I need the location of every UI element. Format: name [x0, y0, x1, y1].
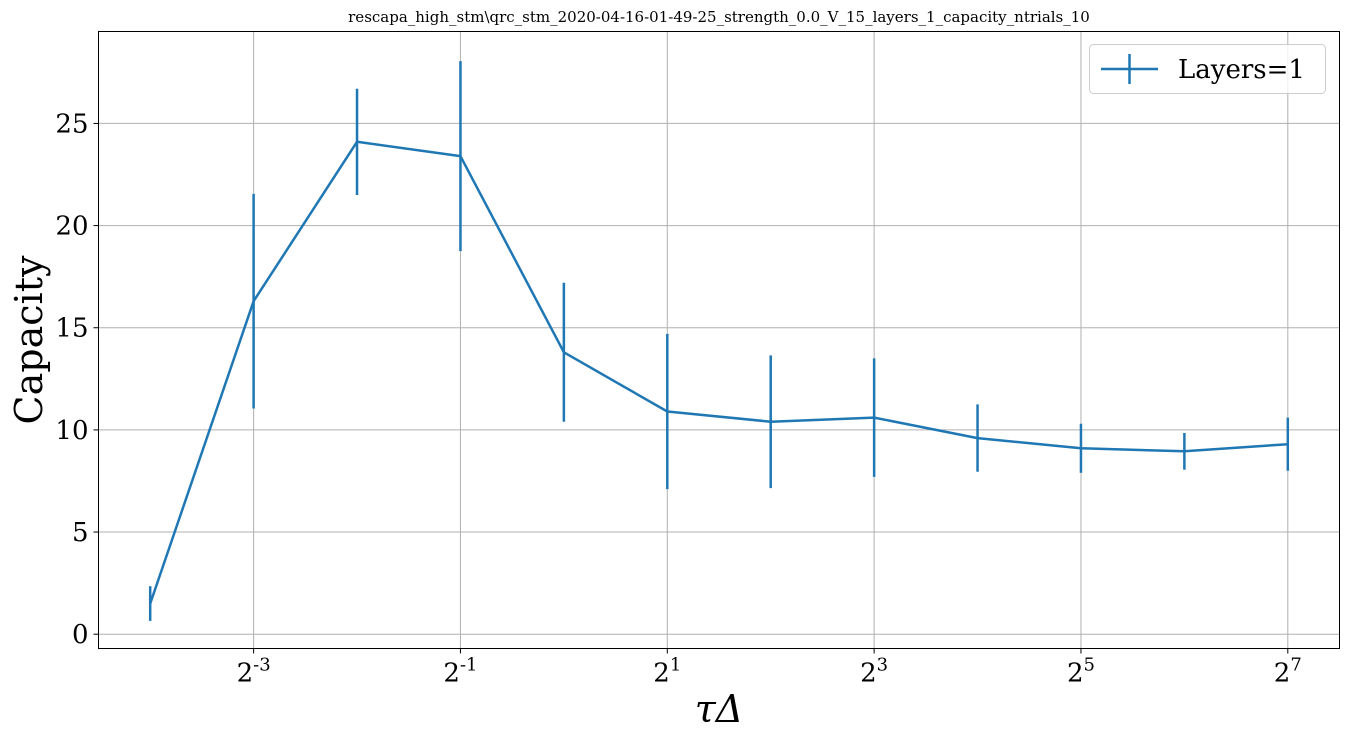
y-tick-label: 15 [55, 314, 88, 344]
data-point [666, 410, 669, 413]
x-tick-label: 23 [860, 655, 888, 689]
x-tick-exponent: -3 [253, 655, 271, 676]
x-tick-label: 27 [1274, 655, 1302, 689]
x-tick-base: 2 [1067, 659, 1084, 689]
x-tick-exponent: 5 [1084, 655, 1095, 676]
x-tick-label: 2-3 [237, 655, 271, 689]
data-point [459, 154, 462, 158]
x-axis-label: τΔ [695, 687, 743, 731]
data-point [148, 602, 152, 605]
x-tick-base: 2 [653, 659, 670, 689]
x-tick-exponent: 1 [670, 655, 681, 676]
y-axis-label: Capacity [7, 255, 51, 424]
data-point [252, 299, 255, 303]
series-line-layers-1 [149, 140, 1288, 605]
y-tick-label: 25 [55, 109, 88, 139]
legend-label: Layers=1 [1178, 55, 1305, 85]
data-point [1286, 442, 1290, 446]
data-point [1183, 450, 1186, 453]
plot-frame [98, 31, 1340, 649]
x-tick-label: 25 [1067, 655, 1095, 689]
data-point [1079, 447, 1083, 450]
y-tick-label: 0 [72, 620, 89, 650]
x-tick-exponent: 7 [1290, 655, 1301, 676]
x-axis-ticks: 2-3 2-1 21 23 25 27 [237, 648, 1302, 689]
y-tick-label: 20 [55, 212, 88, 242]
y-axis-ticks: 0 5 10 15 20 25 [55, 109, 99, 650]
data-point [872, 416, 876, 419]
x-tick-base: 2 [1274, 659, 1291, 689]
legend: Layers=1 [1089, 44, 1326, 94]
x-tick-label: 21 [653, 655, 681, 689]
x-tick-label: 2-1 [443, 655, 477, 689]
x-tick-base: 2 [860, 659, 877, 689]
series-layer [148, 61, 1290, 621]
legend-box [1089, 44, 1326, 94]
data-point [562, 351, 566, 354]
grid-lines [98, 31, 1340, 649]
x-tick-base: 2 [443, 659, 460, 689]
y-tick-label: 10 [55, 416, 88, 446]
data-point [976, 436, 979, 440]
x-tick-base: 2 [237, 659, 254, 689]
chart-title: rescapa_high_stm\qrc_stm_2020-04-16-01-4… [348, 8, 1090, 26]
data-point [355, 140, 359, 144]
data-point [769, 420, 772, 423]
x-tick-exponent: 3 [877, 655, 888, 676]
x-tick-exponent: -1 [460, 655, 478, 676]
y-tick-label: 5 [72, 518, 89, 548]
